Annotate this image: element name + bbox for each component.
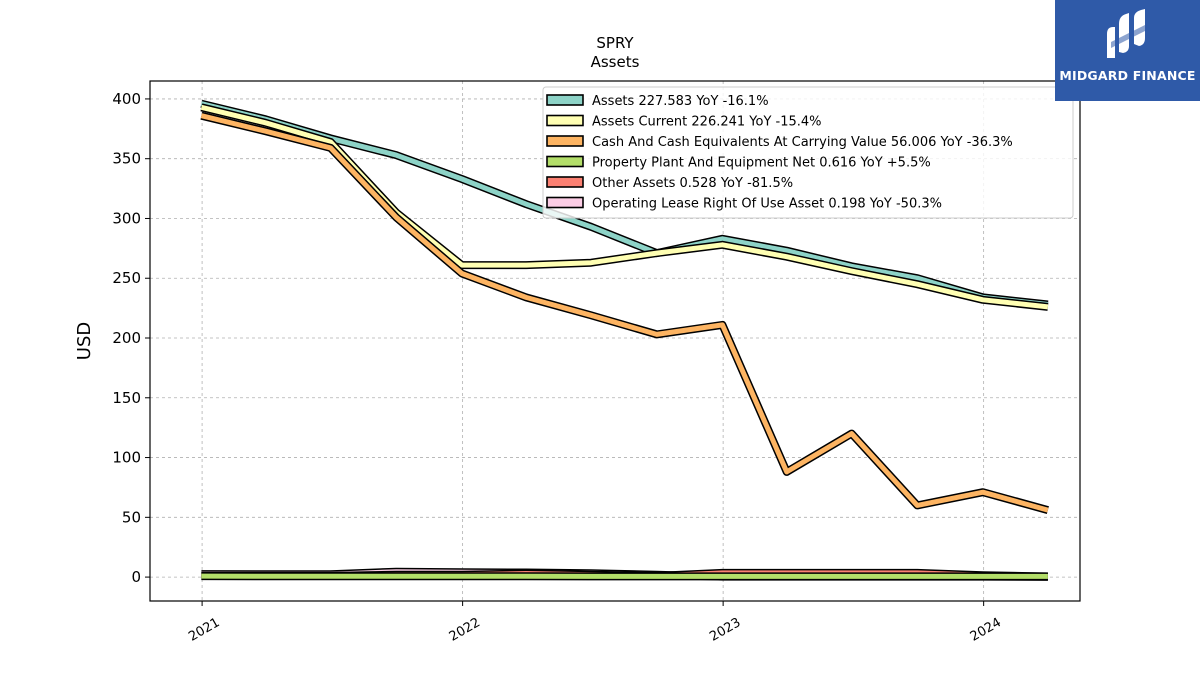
- legend-swatch: [546, 155, 584, 168]
- series-2: [200, 111, 1049, 514]
- y-tick-label: 250: [112, 269, 141, 287]
- legend-swatch: [546, 114, 584, 127]
- legend-entry: Other Assets 0.528 YoY -81.5%: [592, 176, 793, 191]
- x-tick-label: 2024: [968, 615, 1004, 645]
- y-tick-label: 400: [112, 90, 141, 108]
- y-tick-label: 0: [131, 568, 141, 586]
- legend-entry: Operating Lease Right Of Use Asset 0.198…: [592, 197, 942, 212]
- chart-title: SPRY: [596, 34, 634, 52]
- midgard-finance-logo: MIDGARD FINANCE: [1055, 0, 1200, 101]
- series-line: [200, 113, 1049, 513]
- legend-swatch: [546, 196, 584, 209]
- series-line: [200, 101, 1049, 307]
- y-tick-label: 350: [112, 150, 141, 168]
- y-tick-label: 150: [112, 389, 141, 407]
- legend-entry: Assets Current 226.241 YoY -15.4%: [592, 115, 822, 130]
- y-tick-label: 100: [112, 449, 141, 467]
- plot-frame: [149, 80, 1081, 602]
- legend-swatch: [546, 94, 584, 106]
- y-tick-label: 200: [112, 329, 141, 347]
- y-tick-label: 50: [122, 508, 141, 526]
- chart-subtitle: Assets: [591, 53, 640, 71]
- series-layer: [200, 99, 1049, 581]
- legend-box: [542, 86, 1074, 219]
- logo-icon: [1107, 9, 1147, 58]
- series-0: [200, 99, 1049, 309]
- legend-entry: Assets 227.583 YoY -16.1%: [592, 94, 769, 109]
- legend-entry: Cash And Cash Equivalents At Carrying Va…: [592, 135, 1013, 150]
- y-axis-label: USD: [74, 322, 95, 360]
- x-tick-label: 2023: [707, 615, 743, 645]
- x-tick-label: 2022: [447, 615, 483, 645]
- legend: Assets 227.583 YoY -16.1% Assets Current …: [542, 86, 1074, 219]
- legend-swatch: [546, 135, 584, 147]
- legend-swatch: [546, 176, 584, 188]
- logo-text: MIDGARD FINANCE: [1059, 68, 1196, 83]
- y-tick-label: 300: [112, 209, 141, 227]
- x-tick-label: 2021: [186, 615, 222, 645]
- legend-entry: Property Plant And Equipment Net 0.616 Y…: [592, 156, 931, 171]
